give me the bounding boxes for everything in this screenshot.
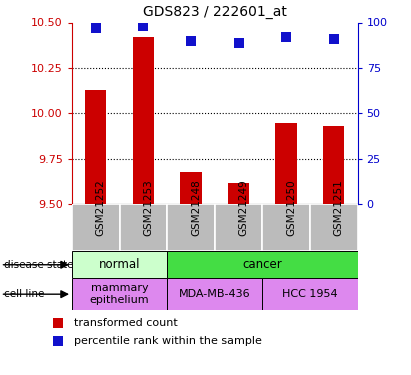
Bar [215,204,262,251]
Bar [262,278,358,310]
Bar [72,251,167,278]
Bar [310,204,358,251]
Point [283,34,289,40]
Bar [323,126,344,204]
Text: percentile rank within the sample: percentile rank within the sample [74,336,262,346]
Text: disease state: disease state [4,260,74,270]
Text: GSM21250: GSM21250 [286,180,296,237]
Bar [228,183,249,204]
Text: transformed count: transformed count [74,318,178,327]
Text: GSM21252: GSM21252 [96,180,106,237]
Text: mammary
epithelium: mammary epithelium [90,284,149,305]
Point [330,36,337,42]
Point [140,23,147,29]
Text: normal: normal [99,258,140,271]
Point [188,38,194,44]
Text: MDA-MB-436: MDA-MB-436 [179,289,251,299]
Bar [167,278,262,310]
Text: GSM21251: GSM21251 [334,180,344,237]
Point [55,338,61,344]
Bar [180,172,202,204]
Text: GSM21249: GSM21249 [238,180,249,237]
Bar [262,204,310,251]
Point [235,39,242,45]
Point [55,320,61,326]
Bar [72,204,120,251]
Bar [167,251,358,278]
Bar [167,204,215,251]
Text: cancer: cancer [242,258,282,271]
Text: GSM21253: GSM21253 [143,180,153,237]
Bar [85,90,106,204]
Title: GDS823 / 222601_at: GDS823 / 222601_at [143,5,287,19]
Bar [275,123,297,204]
Point [92,25,99,31]
Text: GSM21248: GSM21248 [191,180,201,237]
Bar [133,37,154,204]
Text: cell line: cell line [4,289,44,299]
Text: HCC 1954: HCC 1954 [282,289,338,299]
Bar [120,204,167,251]
Bar [72,278,167,310]
